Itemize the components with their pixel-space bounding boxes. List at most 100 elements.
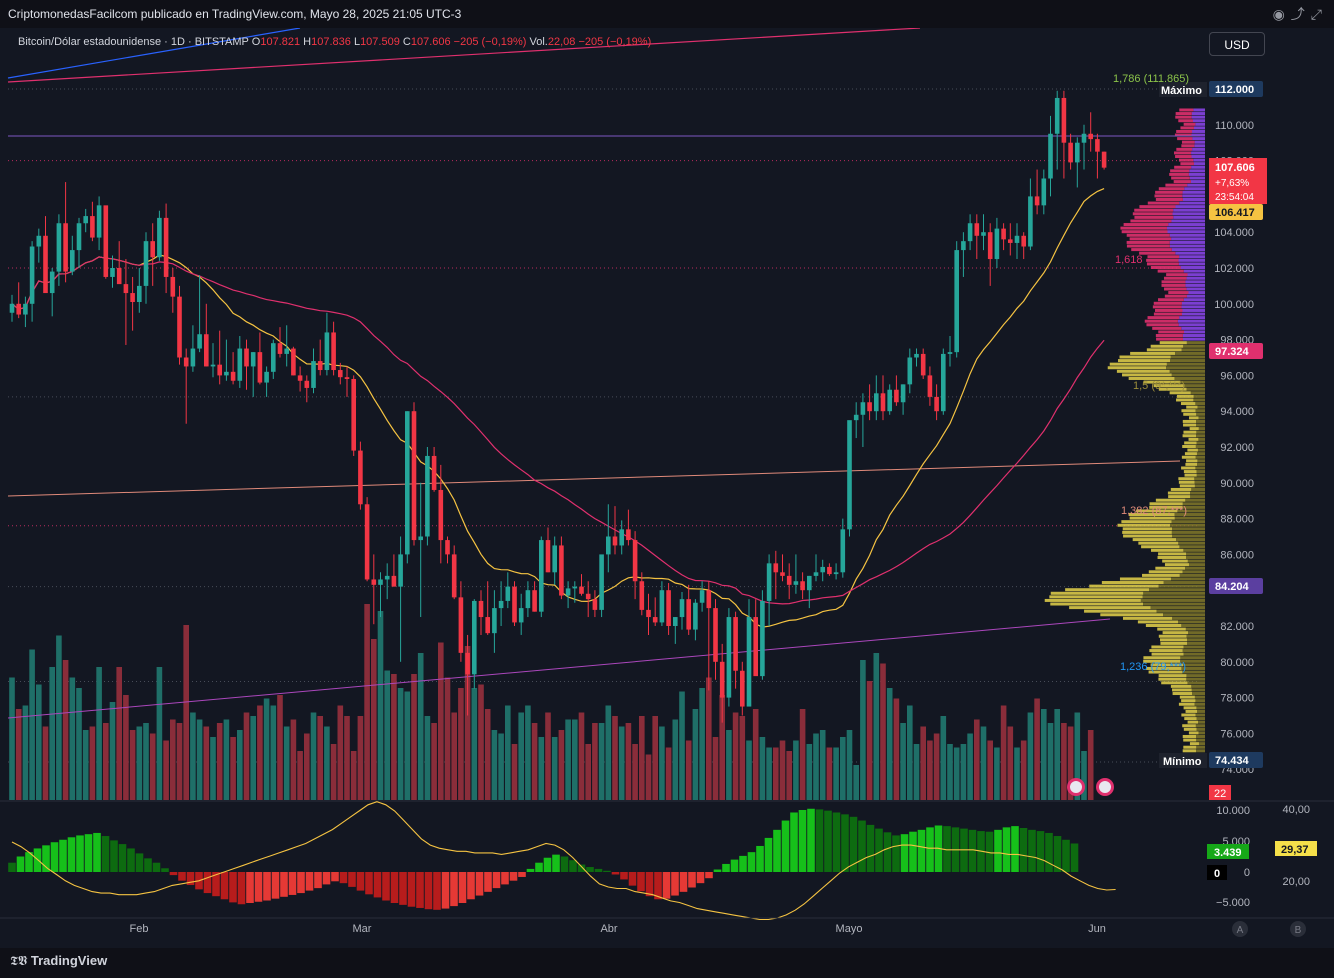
vp-row-up [1173,215,1205,219]
macd-bar [441,872,450,909]
volume-bar [149,733,156,800]
macd-bar [994,829,1002,872]
vp-row-down-dark [1186,638,1205,642]
macd-bar [322,872,331,885]
vp-row-down-dark [1194,480,1205,484]
rsi-value-bg [1275,841,1317,856]
vp-row-down [1141,545,1180,549]
vp-row-down-dark [1181,348,1205,352]
macd-bar [118,844,127,872]
macd-bar [722,863,730,872]
vp-row-down-dark [1198,416,1205,420]
vp-row-down-dark [1143,602,1205,606]
vp-row-down [1183,738,1197,742]
macd-bar [739,855,747,872]
currency-button[interactable]: USD [1209,32,1265,56]
vp-row-down-dark [1172,616,1205,620]
vp-row-down [1183,706,1197,710]
vp-row-down [1100,613,1164,617]
vp-row-down-dark [1170,577,1205,581]
symbol-name: Bitcoin/Dólar estadounidense · 1D · BITS… [18,36,249,48]
candle-body [967,223,973,242]
price-chart[interactable]: 10.0005.0000−5.00040,0020,003.439029,37 … [0,28,1334,948]
vp-row-down [1150,663,1184,667]
macd-bar [450,872,458,907]
vp-row-down [1116,369,1170,373]
volume-bar [22,705,29,800]
vp-row-up-pink [1180,162,1194,166]
candle-body [418,536,423,541]
share-icon[interactable]: ⤴ [1290,6,1311,22]
vp-row-down-dark [1174,516,1205,520]
camera-icon[interactable]: ◉ [1272,6,1291,22]
vp-row-down-dark [1177,509,1205,513]
vp-row-down-dark [1169,369,1205,373]
vp-row-down-dark [1183,344,1205,348]
vp-row-down-dark [1181,666,1205,670]
candle-body [16,303,21,315]
volume-bar [652,716,658,800]
fullscreen-icon[interactable]: ⤢ [1310,6,1328,22]
vp-row-up-pink [1174,133,1192,137]
macd-bar [59,839,67,872]
event-flag-inner [1070,781,1082,793]
price-tick-label: 82.000 [1220,621,1254,633]
candle-body [706,590,712,609]
candle-body [324,332,330,371]
vp-row-up-pink [1153,312,1182,316]
vp-row-up-pink [1126,233,1170,237]
candle-body [1075,142,1080,163]
vp-row-down-dark [1174,513,1205,517]
price-tick-label: 90.000 [1220,478,1254,490]
vp-row-up-pink [1123,223,1169,227]
macd-bar [229,872,237,903]
candle-body [900,384,906,403]
vp-row-down-dark [1195,466,1205,470]
vp-row-down [1182,434,1197,438]
macd-bar [756,845,764,872]
tradingview-logo[interactable]: 𝕿𝖁 TradingView [10,953,107,969]
macd-bar [781,820,790,872]
macd-bar [161,868,169,872]
vp-row-down-dark [1196,434,1205,438]
macd-bar [1028,829,1036,872]
macd-bar [892,835,900,872]
fib-15: 1,5 (9*,***) [1133,380,1185,392]
vp-row-up [1191,165,1205,169]
ma-fast-badge-bg [1209,204,1263,220]
macd-bar [203,872,212,894]
rsi-tick: 20,00 [1282,876,1310,888]
macd-value: 3.439 [1214,847,1242,859]
volume-bar [525,705,531,800]
volume-bar [324,726,330,800]
macd-bar [671,872,679,896]
axis-button-bg [1290,921,1306,937]
candle-body [800,581,805,591]
candle-body [217,364,222,376]
top-toolbar-icons[interactable]: ◉⤴⤢ [1273,4,1328,24]
vp-row-up [1180,266,1205,269]
candle-body [271,343,276,372]
candle-body [512,586,517,623]
candles [9,90,1107,723]
vp-row-up [1184,187,1205,191]
vp-row-down [1089,584,1159,588]
macd-bar [373,872,382,898]
vp-row-down [1182,445,1196,448]
vp-row-down [1130,351,1176,355]
support-line-purple [7,618,1111,719]
volume-bar [116,667,122,800]
macd-bar [458,872,467,903]
vp-row-up-pink [1178,158,1194,162]
candle-body [579,586,584,594]
volume-bar [62,660,69,800]
vp-row-down-dark [1181,624,1205,627]
macd-bar [348,872,356,887]
macd-bar [560,856,569,872]
candle-body [9,303,15,313]
macd-bar [509,872,518,881]
vp-row-down-dark [1194,484,1205,488]
candle-body [1061,97,1067,143]
macd-bar [84,834,93,872]
vp-row-down [1050,591,1144,595]
